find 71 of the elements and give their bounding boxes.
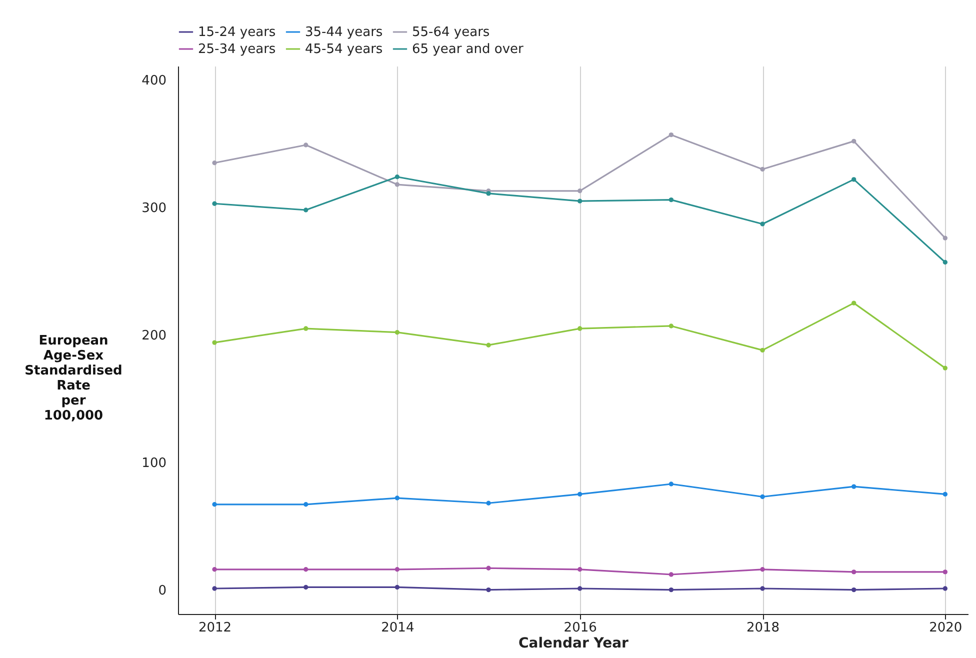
point — [212, 567, 217, 572]
point — [942, 236, 948, 240]
point — [668, 482, 674, 486]
legend-label: 45-54 years — [305, 42, 383, 57]
point — [394, 584, 400, 590]
point — [394, 330, 400, 335]
y-tick-label: 300 — [142, 200, 166, 216]
point — [851, 300, 856, 306]
point — [942, 366, 948, 370]
x-tick-label: 2020 — [929, 620, 962, 636]
legend-label: 65 year and over — [412, 42, 524, 57]
point — [578, 586, 582, 591]
legend-label: 15-24 years — [198, 25, 276, 40]
point — [394, 567, 400, 572]
legend-label: 25-34 years — [198, 42, 276, 57]
y-tick-label: 400 — [142, 74, 166, 89]
x-tick-label: 2018 — [746, 620, 780, 636]
point — [942, 586, 948, 591]
point — [942, 492, 948, 497]
point — [212, 340, 217, 345]
point — [486, 587, 491, 592]
point — [851, 587, 856, 592]
point — [668, 572, 674, 577]
point — [304, 584, 308, 590]
point — [304, 208, 308, 212]
y-tick-label: 200 — [142, 328, 166, 344]
point — [851, 570, 856, 574]
x-axis-title: Calendar Year — [518, 636, 629, 652]
point — [486, 342, 491, 348]
point — [304, 502, 308, 507]
point — [578, 492, 582, 497]
point — [486, 566, 491, 570]
point — [668, 197, 674, 202]
point — [760, 166, 765, 172]
point — [760, 348, 765, 353]
point — [394, 496, 400, 500]
point — [212, 201, 217, 206]
point — [668, 132, 674, 138]
point — [668, 587, 674, 592]
point — [851, 484, 856, 489]
point — [942, 570, 948, 574]
point — [212, 586, 217, 591]
y-axis-title: European Age-Sex Standardised Rate per 100,000 — [24, 334, 122, 424]
point — [760, 222, 765, 226]
legend-label: 35-44 years — [305, 25, 383, 40]
point — [942, 260, 948, 265]
point — [668, 324, 674, 328]
point — [760, 586, 765, 591]
point — [486, 500, 491, 506]
point — [760, 567, 765, 572]
point — [851, 138, 856, 144]
y-tick-label: 0 — [158, 583, 166, 598]
y-tick-label: 100 — [142, 456, 166, 471]
point — [304, 326, 308, 331]
point — [578, 567, 582, 572]
point — [212, 160, 217, 166]
point — [394, 174, 400, 180]
point — [851, 177, 856, 182]
point — [578, 326, 582, 331]
point — [304, 142, 308, 148]
point — [578, 198, 582, 204]
x-tick-label: 2014 — [381, 620, 414, 636]
point — [212, 502, 217, 507]
legend-label: 55-64 years — [412, 25, 490, 40]
x-tick-label: 2016 — [564, 620, 597, 636]
point — [578, 188, 582, 194]
point — [394, 182, 400, 187]
point — [304, 567, 308, 572]
x-tick-label: 2012 — [198, 620, 232, 636]
point — [486, 191, 491, 196]
point — [760, 494, 765, 500]
